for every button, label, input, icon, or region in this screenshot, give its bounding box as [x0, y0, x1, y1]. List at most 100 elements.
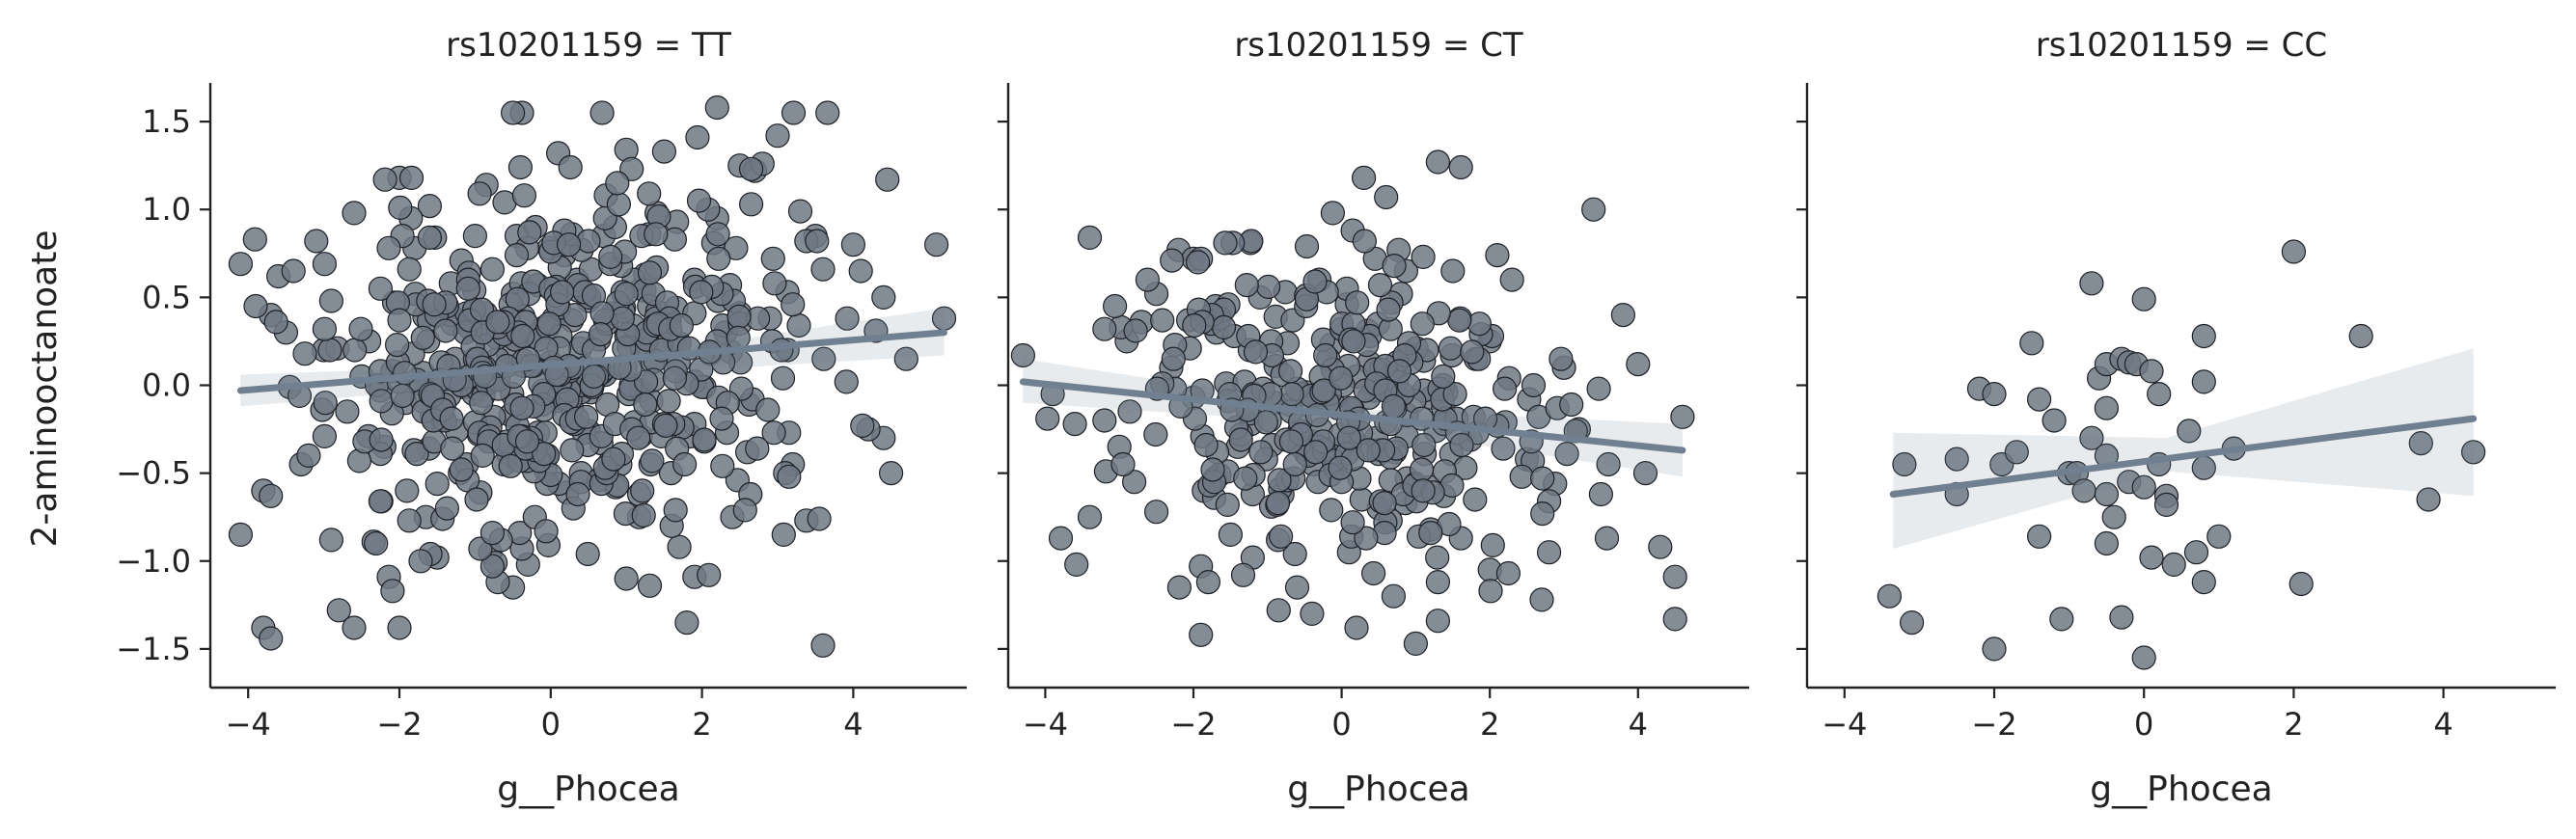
- data-point: [385, 333, 410, 358]
- data-point: [464, 487, 489, 512]
- data-point: [760, 246, 785, 271]
- data-point: [761, 420, 786, 446]
- data-point: [738, 156, 764, 181]
- data-point: [710, 453, 735, 478]
- data-point: [1062, 412, 1087, 437]
- data-point: [1892, 451, 1917, 477]
- data-point: [395, 478, 420, 503]
- data-point: [1425, 545, 1450, 570]
- data-point: [815, 100, 840, 125]
- data-point: [626, 425, 651, 450]
- y-tick-label: −1.5: [116, 631, 191, 667]
- data-point: [588, 322, 614, 347]
- data-point: [369, 427, 394, 452]
- data-point: [417, 225, 442, 250]
- data-point: [368, 276, 393, 301]
- data-point: [1117, 399, 1142, 424]
- data-point: [1438, 336, 1464, 361]
- data-point: [296, 443, 321, 468]
- data-point: [434, 496, 459, 521]
- data-point: [840, 232, 866, 257]
- data-point: [1982, 636, 2007, 662]
- data-point: [1123, 318, 1148, 343]
- data-point: [1064, 552, 1089, 578]
- data-point: [1150, 308, 1175, 333]
- data-point: [1610, 303, 1636, 328]
- data-point: [850, 413, 875, 438]
- data-point: [601, 447, 626, 472]
- data-point: [2027, 387, 2052, 412]
- data-point: [1448, 154, 1473, 180]
- data-point: [455, 276, 480, 301]
- data-point: [1491, 436, 1516, 461]
- data-point: [313, 391, 338, 416]
- data-point: [498, 453, 523, 478]
- data-point: [1200, 457, 1225, 482]
- data-point: [1509, 464, 1534, 489]
- data-point: [589, 100, 615, 125]
- data-point: [631, 502, 656, 528]
- data-point: [771, 522, 796, 548]
- points: [1877, 239, 2486, 670]
- data-point: [439, 406, 464, 431]
- data-point: [2408, 431, 2433, 456]
- data-point: [1092, 316, 1117, 341]
- data-point: [342, 201, 367, 226]
- data-point: [614, 566, 639, 591]
- data-point: [504, 243, 530, 268]
- data-point: [467, 181, 492, 206]
- data-point: [2348, 323, 2373, 349]
- data-point: [228, 252, 253, 277]
- confidence-band: [240, 308, 945, 407]
- data-point: [556, 232, 582, 257]
- data-point: [692, 427, 717, 452]
- data-point: [1300, 601, 1325, 627]
- x-tick-label: 4: [843, 706, 863, 743]
- data-point: [1410, 311, 1435, 337]
- y-axis-label: 2-aminooctanoate: [25, 230, 65, 547]
- data-point: [404, 442, 429, 467]
- data-point: [1294, 233, 1320, 259]
- panel-title: rs10201159 = TT: [446, 26, 731, 65]
- data-point: [653, 413, 678, 438]
- data-point: [637, 260, 663, 285]
- panel-title: rs10201159 = CC: [2036, 26, 2327, 65]
- data-point: [606, 192, 632, 217]
- data-point: [2094, 395, 2119, 420]
- data-point: [408, 549, 433, 574]
- data-point: [387, 308, 412, 333]
- data-point: [312, 316, 337, 341]
- data-point: [1360, 560, 1386, 586]
- x-tick-label: −4: [1822, 706, 1867, 743]
- data-point: [343, 338, 368, 363]
- data-point: [1228, 427, 1253, 452]
- data-point: [2109, 605, 2134, 630]
- data-point: [507, 154, 534, 180]
- data-point: [581, 364, 607, 389]
- panel-2: rs10201159 = CT −4 −2 0 2 4 g__Phocea: [998, 26, 1749, 809]
- data-point: [1182, 312, 1207, 338]
- data-point: [2147, 382, 2172, 407]
- data-point: [1536, 540, 1562, 565]
- data-point: [259, 483, 284, 508]
- data-point: [1282, 541, 1307, 567]
- data-point: [364, 530, 389, 556]
- points: [1010, 149, 1695, 657]
- data-point: [2191, 569, 2216, 595]
- x-tick-label: 0: [2134, 706, 2153, 743]
- data-point: [470, 443, 495, 468]
- data-point: [1594, 526, 1620, 551]
- data-point: [390, 383, 415, 408]
- data-point: [259, 626, 284, 651]
- x-tick-label: −4: [226, 706, 271, 743]
- data-point: [1092, 408, 1117, 433]
- data-point: [598, 244, 623, 269]
- data-point: [1431, 364, 1456, 389]
- data-point: [1356, 438, 1381, 463]
- data-point: [755, 397, 781, 422]
- data-point: [2191, 369, 2216, 394]
- data-point: [485, 310, 510, 335]
- data-point: [1110, 451, 1136, 477]
- data-point: [1233, 466, 1258, 491]
